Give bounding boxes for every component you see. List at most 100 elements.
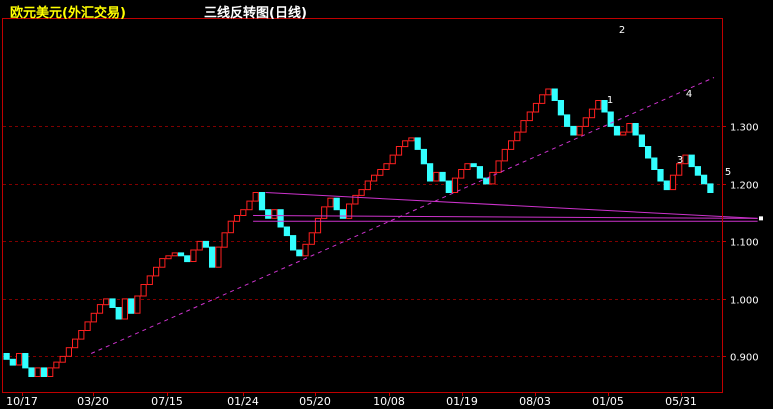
up-brick — [620, 131, 627, 136]
chart-title: 三线反转图(日线) — [204, 6, 307, 21]
down-brick — [109, 298, 116, 308]
up-brick — [383, 163, 390, 170]
down-brick — [657, 169, 664, 182]
y-tick-label: 1.100 — [730, 238, 759, 249]
wave-labels: 1 2 3 4 5 — [607, 25, 731, 178]
up-brick — [327, 197, 334, 208]
down-brick — [296, 249, 303, 257]
up-brick — [408, 137, 415, 142]
up-brick — [495, 160, 502, 173]
down-brick — [184, 255, 191, 263]
down-brick — [439, 171, 446, 182]
down-brick — [564, 114, 571, 127]
x-tick-label: 01/24 — [227, 395, 259, 408]
x-tick-label: 01/05 — [592, 395, 624, 408]
up-brick — [65, 347, 73, 357]
down-brick — [601, 100, 608, 113]
down-brick — [570, 125, 577, 136]
down-brick — [645, 146, 652, 159]
down-brick — [22, 353, 29, 369]
trend-lines — [90, 77, 763, 354]
down-brick — [339, 209, 346, 219]
wave-label: 3 — [677, 155, 683, 166]
x-tick-label: 10/17 — [6, 395, 38, 408]
up-brick — [451, 177, 459, 194]
up-brick — [520, 120, 527, 133]
down-brick — [333, 197, 340, 211]
down-brick — [688, 154, 695, 168]
up-brick — [140, 284, 147, 297]
up-brick — [215, 246, 222, 268]
down-brick — [557, 100, 564, 116]
down-brick — [613, 125, 621, 136]
down-brick — [632, 123, 639, 136]
down-brick — [258, 192, 266, 211]
down-brick — [701, 174, 708, 185]
up-brick — [582, 117, 589, 127]
up-brick — [59, 355, 66, 363]
down-brick — [277, 209, 284, 228]
down-brick — [9, 358, 16, 366]
up-brick — [96, 304, 104, 314]
price-bricks — [3, 88, 714, 377]
up-brick — [308, 232, 315, 245]
up-brick — [165, 255, 172, 260]
up-brick — [78, 330, 85, 340]
up-brick — [90, 312, 97, 323]
horizontal-neckline-upper — [253, 215, 758, 219]
up-brick — [171, 252, 178, 257]
up-brick — [103, 298, 110, 306]
x-tick-label: 03/20 — [77, 395, 109, 408]
up-brick — [545, 88, 552, 96]
x-tick-label: 05/31 — [665, 395, 697, 408]
up-brick — [377, 169, 384, 176]
up-brick — [371, 174, 378, 182]
up-brick — [501, 148, 508, 162]
down-brick — [651, 157, 658, 170]
instrument-title: 欧元美元(外汇交易) — [10, 6, 126, 21]
up-brick — [84, 321, 91, 331]
up-brick — [190, 249, 197, 262]
down-brick — [551, 88, 558, 101]
down-brick — [290, 235, 297, 251]
up-brick — [252, 192, 259, 202]
down-brick — [470, 163, 477, 168]
up-brick — [464, 163, 471, 170]
down-brick — [414, 137, 421, 150]
up-brick — [16, 353, 23, 366]
down-brick — [420, 148, 427, 165]
up-brick — [72, 338, 79, 349]
up-brick — [47, 367, 54, 377]
up-brick — [539, 94, 546, 104]
up-brick — [146, 275, 153, 285]
up-brick — [346, 203, 353, 219]
y-tick-label: 1.000 — [730, 296, 759, 307]
up-brick — [588, 108, 596, 119]
down-brick — [177, 252, 185, 257]
y-tick-label: 1.300 — [730, 123, 759, 134]
down-brick — [115, 307, 122, 320]
up-brick — [364, 180, 371, 191]
up-brick — [227, 220, 234, 234]
up-brick — [526, 111, 533, 122]
down-brick — [445, 180, 452, 193]
up-brick — [221, 232, 228, 248]
up-brick — [34, 367, 41, 377]
up-brick — [514, 131, 521, 142]
down-brick — [638, 134, 645, 147]
down-brick — [707, 183, 714, 193]
up-brick — [121, 298, 129, 320]
down-brick — [283, 226, 290, 237]
down-brick — [3, 353, 10, 360]
up-brick — [458, 169, 465, 179]
up-brick — [196, 240, 203, 251]
wave-label: 2 — [619, 25, 625, 36]
down-brick — [209, 246, 216, 268]
down-brick — [128, 298, 135, 314]
up-brick — [271, 209, 278, 219]
down-brick — [607, 111, 614, 127]
up-brick — [352, 194, 359, 205]
up-brick — [153, 266, 160, 277]
